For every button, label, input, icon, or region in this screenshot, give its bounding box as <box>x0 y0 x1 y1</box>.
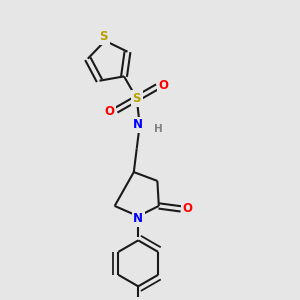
Text: N: N <box>133 212 143 225</box>
Text: S: S <box>99 30 108 43</box>
Text: O: O <box>105 105 115 118</box>
Text: O: O <box>182 202 192 215</box>
Text: N: N <box>133 118 143 131</box>
Text: S: S <box>133 92 141 105</box>
Text: H: H <box>154 124 163 134</box>
Text: O: O <box>159 79 169 92</box>
